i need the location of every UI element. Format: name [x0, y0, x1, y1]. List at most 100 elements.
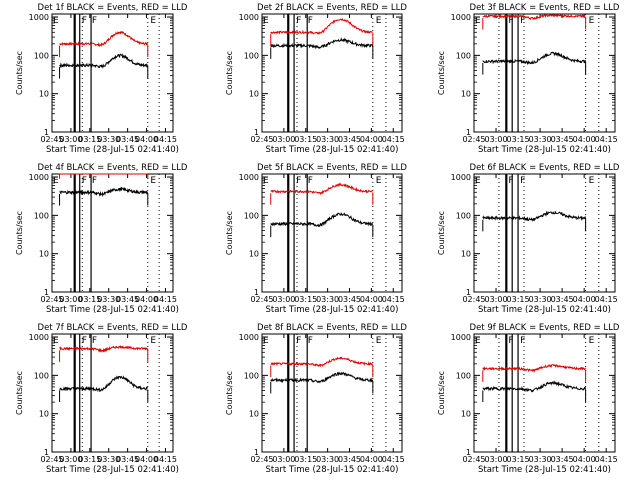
x-tick-label: 04:00 — [135, 455, 158, 464]
events-series-line — [270, 371, 374, 384]
events-series-line — [270, 37, 374, 50]
end-label-E: E — [376, 176, 382, 186]
end-label-E: E — [589, 176, 595, 186]
x-tick-label: 03:30 — [529, 135, 552, 144]
y-tick-label: 1000 — [451, 173, 471, 182]
x-tick-label: 03:45 — [551, 295, 574, 304]
y-tick-label: 100 — [34, 51, 49, 60]
y-tick-label: 1000 — [239, 173, 259, 182]
y-tick-label: 100 — [244, 371, 259, 380]
y-tick-label: 1 — [254, 128, 259, 137]
x-tick-label: 03:15 — [78, 455, 101, 464]
plot-frame — [473, 173, 616, 293]
start-label-E: E — [475, 176, 481, 186]
events-series-line — [59, 375, 148, 393]
x-tick-label: 03:00 — [59, 135, 82, 144]
y-tick-label: 1 — [466, 448, 471, 457]
lld-series-line — [270, 356, 373, 368]
chart-title: Det 6f BLACK = Events, RED = LLD — [470, 163, 620, 173]
x-tick-label: 02:45 — [40, 455, 63, 464]
x-tick-label: 04:00 — [573, 135, 596, 144]
x-tick-label: 03:15 — [78, 295, 101, 304]
start-label-E: E — [263, 176, 269, 186]
chart-panel-6: Det 6f BLACK = Events, RED = LLD02:4503:… — [437, 163, 620, 315]
y-tick-label: 100 — [34, 371, 49, 380]
chart-title: Det 7f BLACK = Events, RED = LLD — [38, 323, 188, 333]
x-axis-label: Start Time (28-Jul-15 02:41:40) — [478, 145, 611, 155]
x-tick-label: 03:15 — [294, 455, 317, 464]
chart-panel-5: Det 5f BLACK = Events, RED = LLD02:4503:… — [225, 163, 407, 315]
y-tick-label: 10 — [39, 250, 49, 259]
y-tick-label: 1 — [44, 448, 49, 457]
x-tick-label: 03:30 — [529, 295, 552, 304]
x-tick-label: 02:45 — [462, 135, 485, 144]
chart-title: Det 8f BLACK = Events, RED = LLD — [257, 323, 407, 333]
x-tick-label: 04:15 — [595, 135, 618, 144]
flag-label-F: F — [308, 16, 313, 26]
start-label-E: E — [263, 16, 269, 26]
y-tick-label: 1000 — [239, 13, 259, 22]
plot-frame — [261, 333, 403, 453]
x-tick-label: 03:45 — [338, 135, 361, 144]
x-tick-label: 03:00 — [485, 295, 508, 304]
y-axis-label: Counts/sec — [437, 211, 446, 255]
y-tick-label: 100 — [34, 211, 49, 220]
x-tick-label: 04:00 — [135, 135, 158, 144]
x-axis-label: Start Time (28-Jul-15 02:41:40) — [46, 465, 179, 475]
y-tick-label: 10 — [461, 250, 471, 259]
events-series-line — [482, 51, 587, 66]
flag-label-F: F — [508, 336, 513, 346]
x-tick-label: 04:00 — [135, 295, 158, 304]
y-tick-label: 100 — [244, 51, 259, 60]
start-label-E: E — [475, 16, 481, 26]
x-tick-label: 03:30 — [316, 135, 339, 144]
x-tick-label: 03:00 — [272, 135, 295, 144]
end-label-E: E — [376, 16, 382, 26]
x-tick-label: 04:00 — [360, 455, 383, 464]
events-series-line — [482, 380, 587, 393]
y-tick-label: 1 — [254, 448, 259, 457]
end-label-E: E — [589, 16, 595, 26]
flag-label-F: F — [82, 336, 87, 346]
x-tick-label: 02:45 — [462, 455, 485, 464]
flag-label-F: F — [520, 16, 525, 26]
flag-label-F: F — [82, 16, 87, 26]
y-tick-label: 100 — [456, 211, 471, 220]
y-tick-label: 1000 — [29, 13, 49, 22]
x-tick-label: 03:45 — [338, 455, 361, 464]
x-tick-label: 03:00 — [485, 135, 508, 144]
chart-title: Det 9f BLACK = Events, RED = LLD — [470, 323, 620, 333]
x-tick-label: 04:15 — [382, 135, 405, 144]
end-label-E: E — [150, 16, 156, 26]
plot-frame — [473, 333, 616, 453]
plot-frame — [261, 13, 403, 133]
y-tick-label: 10 — [39, 410, 49, 419]
plot-frame — [51, 333, 174, 453]
y-tick-label: 10 — [461, 410, 471, 419]
plot-frame — [51, 13, 174, 133]
chart-title: Det 5f BLACK = Events, RED = LLD — [257, 163, 407, 173]
x-tick-label: 04:15 — [382, 455, 405, 464]
x-tick-label: 03:00 — [485, 455, 508, 464]
x-tick-label: 03:15 — [78, 135, 101, 144]
chart-title: Det 2f BLACK = Events, RED = LLD — [257, 3, 407, 13]
x-tick-label: 04:15 — [595, 455, 618, 464]
x-tick-label: 04:15 — [154, 135, 177, 144]
y-tick-label: 100 — [244, 211, 259, 220]
x-tick-label: 04:15 — [154, 455, 177, 464]
chart-title: Det 3f BLACK = Events, RED = LLD — [470, 3, 620, 13]
x-tick-label: 03:15 — [507, 455, 530, 464]
lld-series-line — [270, 17, 374, 35]
end-label-E: E — [150, 176, 156, 186]
x-tick-label: 03:45 — [551, 135, 574, 144]
end-label-E: E — [150, 336, 156, 346]
x-tick-label: 02:45 — [40, 295, 63, 304]
y-tick-label: 1000 — [29, 333, 49, 342]
chart-panel-3: Det 3f BLACK = Events, RED = LLD02:4503:… — [437, 3, 620, 155]
x-tick-label: 04:00 — [360, 135, 383, 144]
x-tick-label: 03:30 — [97, 455, 120, 464]
x-tick-label: 03:30 — [97, 135, 120, 144]
x-tick-label: 04:15 — [382, 295, 405, 304]
x-tick-label: 02:45 — [40, 135, 63, 144]
chart-panel-2: Det 2f BLACK = Events, RED = LLD02:4503:… — [225, 3, 407, 155]
